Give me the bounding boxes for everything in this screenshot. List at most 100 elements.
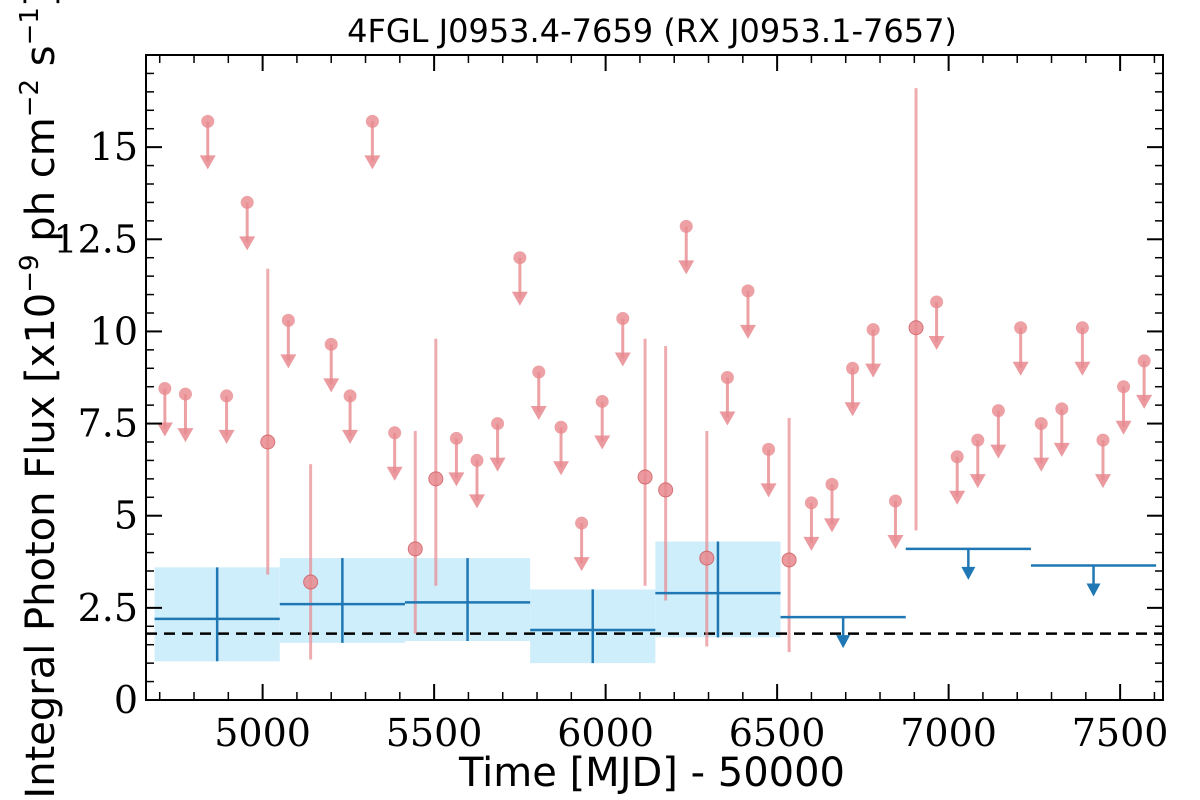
x-tick-label: 5000: [214, 711, 311, 755]
short-bin-upper-limit-point: [220, 389, 234, 403]
short-bin-upper-limit-point: [491, 417, 505, 431]
short-bin-upper-limit-arrow: [468, 494, 485, 509]
short-bin-upper-limit-arrow: [280, 354, 297, 369]
short-bin-detection-point: [637, 469, 653, 485]
short-bin-series: [156, 88, 1153, 660]
short-bin-upper-limit-arrow: [199, 155, 216, 170]
short-bin-upper-limit-point: [825, 477, 839, 491]
short-bin-upper-limit-point: [449, 431, 463, 445]
short-bin-upper-limit-arrow: [678, 260, 695, 275]
short-bin-upper-limit-arrow: [887, 534, 904, 549]
short-bin-upper-limit-point: [720, 371, 734, 384]
short-bin-upper-limit-point: [281, 313, 295, 327]
short-bin-upper-limit-point: [324, 337, 338, 351]
short-bin-detection-point: [658, 482, 674, 498]
short-bin-upper-limit-arrow: [1033, 457, 1050, 472]
axis-ticks: [146, 55, 1163, 701]
short-bin-upper-limit-arrow: [156, 422, 173, 437]
short-bin-upper-limit-arrow: [1074, 361, 1091, 376]
short-bin-upper-limit-point: [741, 284, 755, 298]
short-bin-upper-limit-arrow: [594, 435, 611, 450]
short-bin-upper-limit-point: [1034, 417, 1048, 431]
short-bin-upper-limit-arrow: [760, 483, 777, 498]
short-bin-upper-limit-arrow: [928, 335, 945, 350]
short-bin-upper-limit-point: [532, 365, 546, 379]
long-bin-upper-limit-arrow: [961, 566, 976, 580]
short-bin-detection-point: [428, 471, 444, 487]
short-bin-upper-limit-point: [554, 420, 568, 434]
short-bin-upper-limit-arrow: [719, 411, 736, 426]
short-bin-upper-limit-point: [1075, 321, 1089, 335]
short-bin-upper-limit-point: [866, 323, 880, 337]
short-bin-upper-limit-arrow: [448, 472, 465, 487]
short-bin-upper-limit-arrow: [990, 444, 1007, 459]
short-bin-upper-limit-arrow: [553, 461, 570, 476]
short-bin-upper-limit-arrow: [218, 429, 235, 444]
short-bin-upper-limit-point: [950, 450, 964, 464]
short-bin-upper-limit-arrow: [1094, 474, 1111, 489]
y-axis-label-main: Integral Photon Flux [x10: [18, 293, 64, 799]
short-bin-upper-limit-arrow: [949, 490, 966, 505]
y-axis-label: Integral Photon Flux [x10−9 ph cm−2 s−1]: [15, 0, 64, 799]
short-bin-upper-limit-arrow: [1053, 442, 1070, 457]
short-bin-upper-limit-point: [1137, 354, 1151, 368]
short-bin-upper-limit-point: [991, 404, 1005, 418]
short-bin-upper-limit-arrow: [386, 466, 403, 481]
short-bin-upper-limit-point: [804, 496, 818, 510]
short-bin-upper-limit-arrow: [614, 352, 631, 367]
short-bin-upper-limit-point: [365, 114, 379, 128]
short-bin-upper-limit-arrow: [1136, 394, 1153, 409]
short-bin-upper-limit-arrow: [530, 405, 547, 420]
short-bin-upper-limit-point: [158, 382, 172, 396]
x-tick-label: 7500: [1072, 711, 1169, 755]
short-bin-upper-limit-point: [616, 312, 630, 326]
y-tick-label: 0: [114, 678, 138, 722]
short-bin-upper-limit-arrow: [489, 457, 506, 472]
short-bin-upper-limit-arrow: [511, 291, 528, 306]
x-tick-labels: 5000 5500 6000 6500 7000 7500: [214, 711, 1168, 755]
short-bin-upper-limit-point: [513, 251, 527, 265]
short-bin-upper-limit-point: [846, 361, 860, 375]
short-bin-upper-limit-arrow: [865, 363, 882, 378]
short-bin-detection-point: [407, 541, 423, 557]
short-bin-upper-limit-point: [201, 114, 215, 128]
short-bin-upper-limit-point: [240, 195, 254, 209]
short-bin-upper-limit-arrow: [824, 518, 841, 533]
short-bin-upper-limit-point: [762, 442, 776, 456]
short-bin-detection-point: [260, 434, 276, 450]
short-bin-upper-limit-point: [595, 394, 609, 408]
y-tick-label: 10: [90, 309, 138, 353]
x-tick-label: 6000: [557, 711, 654, 755]
y-axis-label-close: ]: [18, 0, 64, 7]
short-bin-upper-limit-arrow: [364, 155, 381, 170]
x-tick-label: 7000: [900, 711, 997, 755]
y-axis-label-end: s: [18, 45, 64, 79]
short-bin-upper-limit-point: [1014, 321, 1028, 335]
short-bin-detection-point: [699, 550, 715, 566]
plot-frame: [145, 54, 1164, 701]
y-tick-label: 2.5: [78, 586, 138, 630]
short-bin-upper-limit-arrow: [342, 429, 359, 444]
short-bin-detection-point: [303, 574, 319, 590]
short-bin-upper-limit-arrow: [1012, 361, 1029, 376]
y-tick-label: 5: [114, 494, 138, 538]
short-bin-upper-limit-point: [575, 516, 589, 530]
short-bin-upper-limit-arrow: [844, 402, 861, 417]
short-bin-upper-limit-point: [1055, 402, 1069, 416]
short-bin-detection-point: [781, 552, 797, 568]
short-bin-detection-point: [908, 320, 924, 336]
short-bin-upper-limit-arrow: [969, 474, 986, 489]
x-tick-label: 5500: [386, 711, 483, 755]
short-bin-upper-limit-arrow: [323, 378, 340, 393]
short-bin-upper-limit-point: [971, 433, 985, 447]
y-tick-label: 15: [90, 125, 138, 169]
short-bin-upper-limit-arrow: [1115, 420, 1132, 435]
long-bin-upper-limit-arrow: [836, 635, 851, 649]
x-tick-label: 6500: [729, 711, 826, 755]
x-axis-label: Time [MJD] - 50000: [458, 750, 845, 796]
y-axis-label-exp2: −2: [15, 79, 45, 117]
short-bin-upper-limit-point: [178, 387, 192, 401]
short-bin-upper-limit-point: [930, 295, 944, 309]
y-tick-label: 12.5: [53, 217, 138, 261]
